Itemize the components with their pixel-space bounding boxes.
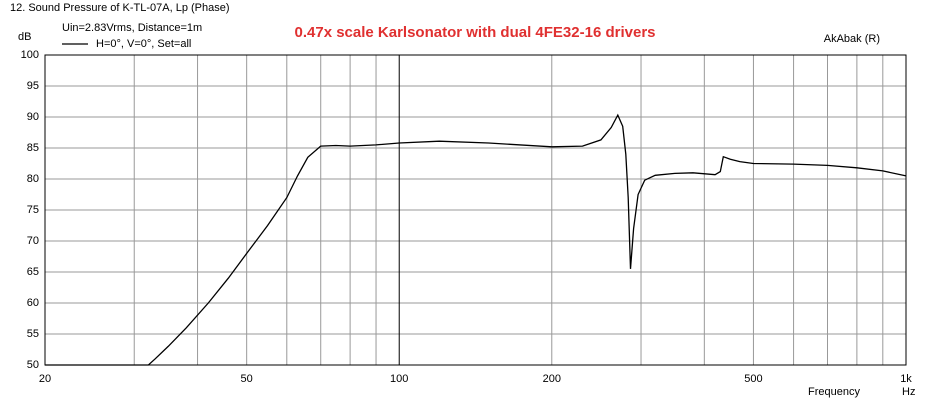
y-tick-label: 90	[27, 111, 39, 123]
y-tick-label: 75	[27, 204, 39, 216]
x-tick-label: 1k	[900, 373, 912, 385]
x-label: Frequency	[808, 386, 860, 398]
y-unit: dB	[18, 31, 31, 43]
x-tick-label: 50	[241, 373, 253, 385]
y-tick-label: 100	[21, 49, 39, 61]
y-tick-label: 65	[27, 266, 39, 278]
y-tick-label: 85	[27, 142, 39, 154]
x-tick-label: 20	[39, 373, 51, 385]
x-unit: Hz	[902, 386, 915, 398]
y-tick-label: 55	[27, 328, 39, 340]
plot-frame	[44, 54, 907, 366]
data-line	[45, 113, 907, 366]
x-tick-label: 100	[390, 373, 408, 385]
y-tick-label: 95	[27, 80, 39, 92]
legend-label: H=0°, V=0°, Set=all	[96, 38, 191, 50]
x-tick-label: 200	[543, 373, 561, 385]
x-tick-label: 500	[744, 373, 762, 385]
credit: AkAbak (R)	[824, 33, 880, 45]
y-tick-label: 60	[27, 297, 39, 309]
chart-header: 12. Sound Pressure of K-TL-07A, Lp (Phas…	[10, 2, 230, 14]
y-tick-label: 50	[27, 359, 39, 371]
chart-subtitle: Uin=2.83Vrms, Distance=1m	[62, 22, 202, 34]
y-tick-label: 70	[27, 235, 39, 247]
chart-title: 0.47x scale Karlsonator with dual 4FE32-…	[295, 24, 656, 41]
y-tick-label: 80	[27, 173, 39, 185]
